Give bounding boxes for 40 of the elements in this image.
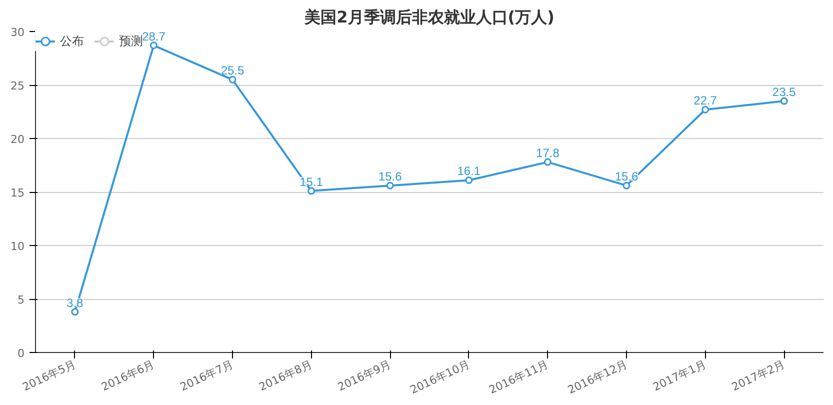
x-tick-label: 2017年2月 bbox=[730, 358, 787, 394]
data-label: 3.8 bbox=[66, 296, 84, 310]
point bbox=[780, 97, 788, 105]
x-tick-label: 2016年7月 bbox=[178, 358, 236, 394]
x-tick-label: 2016年10月 bbox=[408, 358, 472, 397]
data-label: 16.1 bbox=[457, 164, 481, 178]
legend-label: 公布 bbox=[60, 32, 84, 50]
point bbox=[386, 182, 394, 190]
x-tick-label: 2016年6月 bbox=[99, 358, 156, 394]
y-tick-label: 25 bbox=[10, 80, 25, 92]
point bbox=[702, 106, 710, 114]
point bbox=[71, 308, 79, 316]
x-tick-label: 2017年1月 bbox=[650, 358, 708, 394]
point bbox=[465, 176, 473, 184]
point bbox=[622, 182, 630, 190]
data-label: 15.6 bbox=[378, 170, 402, 184]
data-label: 25.5 bbox=[220, 64, 245, 78]
y-tick-label: 20 bbox=[10, 133, 25, 146]
x-tick-label: 2016年11月 bbox=[487, 358, 550, 397]
y-tick-label: 5 bbox=[18, 294, 24, 306]
x-tick-label: 2016年8月 bbox=[256, 358, 314, 394]
point bbox=[150, 42, 158, 50]
y-tick-label: 0 bbox=[18, 347, 24, 360]
x-tick-label: 2016年5月 bbox=[20, 358, 78, 394]
data-label: 17.8 bbox=[536, 146, 560, 160]
data-label: 22.7 bbox=[694, 94, 718, 108]
point bbox=[308, 187, 316, 195]
y-tick-label: 15 bbox=[10, 186, 25, 200]
data-label: 15.1 bbox=[300, 174, 324, 189]
point bbox=[544, 158, 552, 166]
y-tick-label: 30 bbox=[10, 26, 25, 39]
legend-label: 预测 bbox=[119, 34, 143, 50]
x-tick-label: 2016年9月 bbox=[336, 358, 393, 394]
y-tick-label: 10 bbox=[10, 240, 25, 253]
data-label: 23.5 bbox=[772, 85, 796, 100]
chart-title: 美国2月季调后非农就业人口(万人) bbox=[304, 8, 554, 26]
x-tick-label: 2016年12月 bbox=[566, 358, 630, 397]
data-label: 15.6 bbox=[614, 170, 639, 184]
data-label: 28.7 bbox=[142, 29, 166, 44]
point bbox=[228, 76, 236, 84]
